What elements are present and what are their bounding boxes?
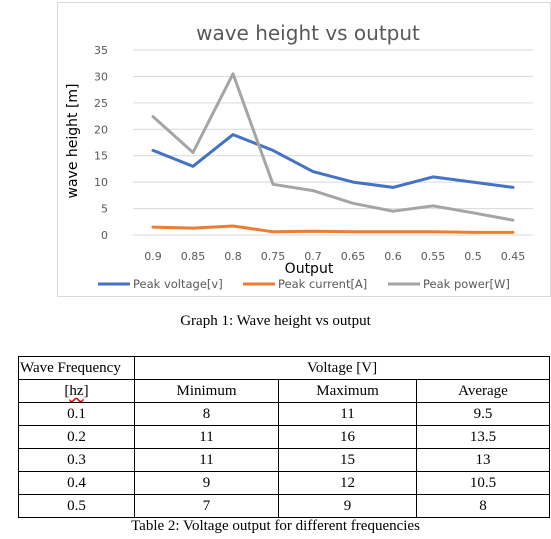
x-axis-ticks: 0.9 0.85 0.8 0.75 0.7 0.65 0.6 0.55 0.5 0.45 [144,250,525,263]
header-minimum: Minimum [134,379,279,403]
x-tick-label: 0.8 [224,250,242,263]
y-axis-ticks: 0 5 10 15 20 25 30 35 [94,44,108,242]
x-tick-label: 0.7 [304,250,322,263]
x-tick-label: 0.85 [181,250,206,263]
header-average: Average [415,379,551,403]
cell-maximum: 9 [278,494,417,518]
header-frequency-unit: [hz] [18,379,135,403]
x-axis-label: Output [285,261,334,277]
x-tick-label: 0.65 [341,250,366,263]
chart-container: wave height vs output 0 5 10 15 20 25 30 35 0.9… [57,2,551,297]
cell-maximum: 12 [278,471,417,495]
cell-frequency: 0.5 [18,494,135,518]
header-maximum: Maximum [278,379,417,403]
legend: Peak voltage[v] Peak current[A] Peak power… [98,277,510,291]
y-tick-label: 20 [94,123,108,136]
legend-label: Peak voltage[v] [133,277,223,291]
cell-frequency: 0.1 [18,402,135,426]
cell-frequency: 0.2 [18,425,135,449]
cell-frequency: 0.4 [18,471,135,495]
y-tick-label: 15 [94,150,108,163]
table-row: 0.3 11 15 13 [18,448,551,472]
y-tick-label: 35 [94,44,108,57]
line-chart: wave height vs output 0 5 10 15 20 25 30 35 0.9… [65,21,533,291]
chart-title: wave height vs output [196,21,420,45]
cell-minimum: 8 [134,402,279,426]
y-tick-label: 0 [101,229,108,242]
cell-average: 13 [415,448,551,472]
x-tick-label: 0.55 [421,250,446,263]
legend-label: Peak power[W] [423,277,510,291]
x-tick-label: 0.75 [261,250,286,263]
header-voltage: Voltage [V] [133,356,551,380]
hz-unit: hz [69,383,84,399]
cell-average: 8 [415,494,551,518]
x-tick-label: 0.9 [144,250,162,263]
table-row: 0.5 7 9 8 [18,494,551,518]
bracket-open: [ [64,383,70,399]
cell-minimum: 9 [134,471,279,495]
cell-maximum: 16 [278,425,417,449]
y-tick-label: 25 [94,97,108,110]
series-lines [151,72,515,234]
cell-average: 10.5 [415,471,551,495]
table-row: 0.4 9 12 10.5 [18,471,551,495]
header-wave-frequency: Wave Frequency [18,356,135,380]
y-tick-label: 5 [101,203,108,216]
table-header-row: Wave Frequency Voltage [V] [18,356,551,380]
x-tick-label: 0.5 [464,250,482,263]
table-row: 0.1 8 11 9.5 [18,402,551,426]
cell-average: 9.5 [415,402,551,426]
x-tick-label: 0.45 [501,250,526,263]
table-row: 0.2 11 16 13.5 [18,425,551,449]
x-tick-label: 0.6 [384,250,402,263]
table-caption: Table 2: Voltage output for different fr… [131,518,420,534]
bracket-close: ] [83,383,89,399]
gridlines [133,49,533,236]
table-subheader-row: [hz] Minimum Maximum Average [18,379,551,403]
series-line [151,72,515,222]
y-tick-label: 10 [94,176,108,189]
series-line [151,224,515,234]
graph-caption: Graph 1: Wave height vs output [180,313,371,329]
cell-minimum: 7 [134,494,279,518]
y-tick-label: 30 [94,70,108,83]
series-line [151,133,515,189]
cell-minimum: 11 [134,448,279,472]
y-axis-label: wave height [m] [65,83,81,198]
voltage-table: Wave Frequency Voltage [V] [hz] Minimum … [18,356,551,518]
legend-label: Peak current[A] [278,277,367,291]
cell-frequency: 0.3 [18,448,135,472]
cell-maximum: 11 [278,402,417,426]
cell-minimum: 11 [134,425,279,449]
cell-average: 13.5 [415,425,551,449]
cell-maximum: 15 [278,448,417,472]
